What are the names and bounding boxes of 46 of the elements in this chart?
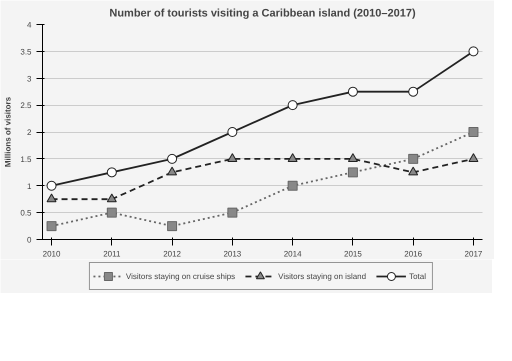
legend-label: Visitors staying on cruise ships <box>126 272 236 280</box>
point <box>288 180 298 191</box>
point <box>348 86 358 97</box>
point <box>46 221 57 232</box>
point <box>408 86 418 97</box>
x-tick-label: 2015 <box>344 250 362 258</box>
point <box>106 193 117 202</box>
x-tick-label: 2013 <box>223 250 242 258</box>
point <box>227 153 238 162</box>
y-axis-title: Millions of visitors <box>3 96 12 168</box>
point <box>106 167 117 178</box>
y-tick-label: 2.5 <box>20 101 32 110</box>
x-tick-label: 2010 <box>42 250 61 258</box>
point <box>408 166 418 176</box>
point <box>468 153 478 162</box>
point <box>46 193 57 202</box>
point <box>288 153 298 162</box>
point <box>227 127 238 137</box>
point <box>167 221 178 232</box>
point <box>46 180 57 191</box>
point <box>227 208 238 218</box>
point <box>348 153 358 162</box>
point <box>167 166 178 176</box>
y-tick-label: 0.5 <box>20 208 32 218</box>
chart-title: Number of tourists visiting a Caribbean island (2010–2017) <box>109 8 416 20</box>
x-tick-label: 2012 <box>163 250 182 258</box>
y-tick-label: 0 <box>27 236 32 244</box>
x-tick-label: 2016 <box>404 250 423 258</box>
y-tick-label: 4 <box>27 20 32 30</box>
point <box>106 208 117 218</box>
point <box>468 46 478 56</box>
legend-label: Visitors staying on island <box>278 272 366 280</box>
x-tick-label: 2017 <box>464 250 483 258</box>
point <box>468 127 478 137</box>
point <box>288 100 298 110</box>
x-tick-label: 2014 <box>284 250 302 258</box>
point <box>408 154 418 164</box>
x-tick-label: 2011 <box>103 250 121 258</box>
y-tick-label: 3 <box>27 74 32 84</box>
point <box>348 167 358 178</box>
y-tick-label: 1.5 <box>20 154 32 164</box>
y-tick-label: 1 <box>27 182 32 191</box>
y-tick-label: 2 <box>27 128 32 137</box>
y-tick-label: 3.5 <box>20 47 32 56</box>
point <box>167 154 178 164</box>
legend-label: Total <box>409 272 427 280</box>
